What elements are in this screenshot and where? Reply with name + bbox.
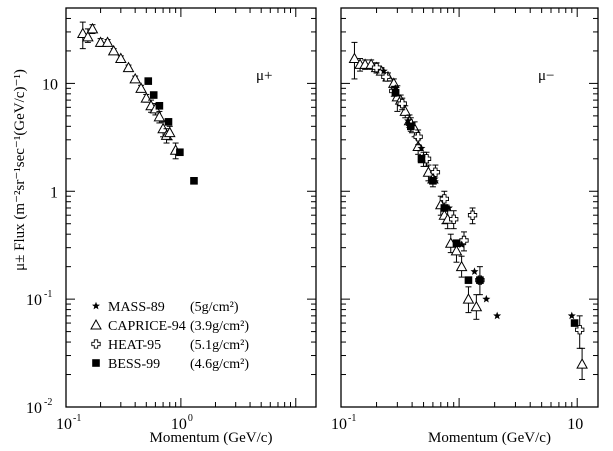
series-heat-95: [371, 62, 585, 349]
x-tick-exponent: -1: [348, 413, 356, 424]
data-point: [107, 44, 120, 56]
legend-marker: [90, 318, 102, 330]
data-point: [176, 148, 184, 157]
data-point: [449, 214, 459, 224]
data-point: [114, 52, 127, 64]
data-point: [430, 167, 441, 177]
data-point: [407, 122, 415, 131]
panel-label: μ+: [256, 68, 273, 84]
x-tick-exponent: 0: [188, 413, 193, 424]
legend-item: BESS-99 (4.6g/cm²): [92, 357, 249, 372]
data-point: [457, 240, 466, 249]
data-point: [144, 77, 153, 85]
data-point: [348, 52, 361, 64]
data-point: [381, 72, 391, 82]
legend-depth: (4.6g/cm²): [190, 357, 249, 372]
legend-name: HEAT-95: [108, 338, 161, 353]
legend-item: HEAT-95 (5.1g/cm²): [91, 338, 249, 353]
data-point: [149, 91, 158, 99]
data-point: [122, 61, 135, 73]
legend-marker: [92, 359, 100, 367]
x-axis-label: Momentum (GeV/c): [428, 430, 551, 446]
data-point: [470, 267, 479, 275]
data-point: [76, 27, 89, 39]
data-point: [397, 98, 407, 109]
data-point: [371, 62, 382, 73]
data-point: [452, 239, 461, 248]
data-point: [101, 36, 114, 47]
series-bess-99: [144, 77, 198, 185]
y-tick-exponent: -1: [44, 289, 52, 300]
data-point: [450, 244, 463, 256]
data-point: [163, 126, 176, 138]
data-point: [129, 72, 142, 84]
legend-name: BESS-99: [108, 357, 160, 372]
data-point: [440, 204, 449, 212]
y-tick-label: 1: [50, 184, 58, 201]
x-tick-label: 10: [56, 416, 72, 433]
y-axis-label: μ± Flux (m⁻²sr⁻¹sec⁻¹(GeV/c)⁻¹): [12, 69, 28, 271]
panel-label: μ−: [538, 68, 555, 84]
data-point: [155, 101, 164, 110]
legend-name: CAPRICE-94: [108, 319, 186, 334]
data-point: [413, 132, 423, 142]
data-point: [470, 300, 483, 312]
x-tick-label: 10: [331, 416, 347, 433]
data-point: [444, 203, 453, 212]
data-point: [462, 293, 475, 304]
data-point: [391, 88, 400, 97]
series-caprice-94: [348, 41, 588, 380]
series-bess-99: [391, 88, 579, 327]
data-point: [94, 36, 107, 47]
legend-item: MASS-89 (5g/cm²): [92, 300, 239, 315]
data-point: [464, 276, 473, 284]
series-caprice-94: [76, 21, 182, 160]
legend-marker: [91, 339, 101, 349]
data-point: [153, 110, 166, 122]
data-point: [459, 235, 469, 246]
data-point: [476, 276, 484, 284]
y-tick-exponent: -2: [44, 397, 52, 408]
data-point: [417, 154, 426, 163]
x-tick-exponent: -1: [73, 413, 81, 424]
data-point: [467, 210, 478, 220]
legend-depth: (5.1g/cm²): [190, 338, 249, 353]
legend-marker: [92, 301, 100, 310]
legend-depth: (3.9g/cm²): [190, 319, 249, 334]
y-tick-label: 10: [26, 400, 42, 417]
legend-depth: (5g/cm²): [190, 300, 239, 315]
y-tick-label: 10: [26, 292, 42, 309]
x-axis-label: Momentum (GeV/c): [150, 430, 273, 446]
data-point: [455, 260, 468, 272]
data-point: [399, 105, 412, 116]
data-point: [82, 30, 94, 42]
data-point: [439, 194, 449, 204]
data-point: [135, 82, 147, 93]
data-point: [404, 116, 413, 125]
x-tick-label: 10: [567, 416, 583, 433]
data-point: [164, 118, 173, 126]
legend: MASS-89 (5g/cm²) CAPRICE-94 (3.9g/cm²) HEAT-…: [90, 300, 249, 372]
y-tick-label: 10: [42, 76, 58, 93]
data-point: [493, 311, 502, 320]
data-point: [429, 177, 437, 185]
data-point: [190, 177, 198, 185]
data-point: [567, 311, 576, 320]
data-point: [140, 92, 153, 103]
data-point: [570, 319, 579, 327]
x-tick-label: 10: [171, 416, 187, 433]
data-point: [575, 325, 585, 335]
data-point: [391, 84, 400, 92]
data-point: [379, 66, 388, 75]
data-point: [482, 294, 491, 303]
legend-item: CAPRICE-94 (3.9g/cm²): [90, 318, 249, 334]
data-point: [417, 144, 426, 152]
data-point: [86, 22, 99, 34]
data-point: [576, 358, 588, 369]
legend-name: MASS-89: [108, 300, 165, 315]
